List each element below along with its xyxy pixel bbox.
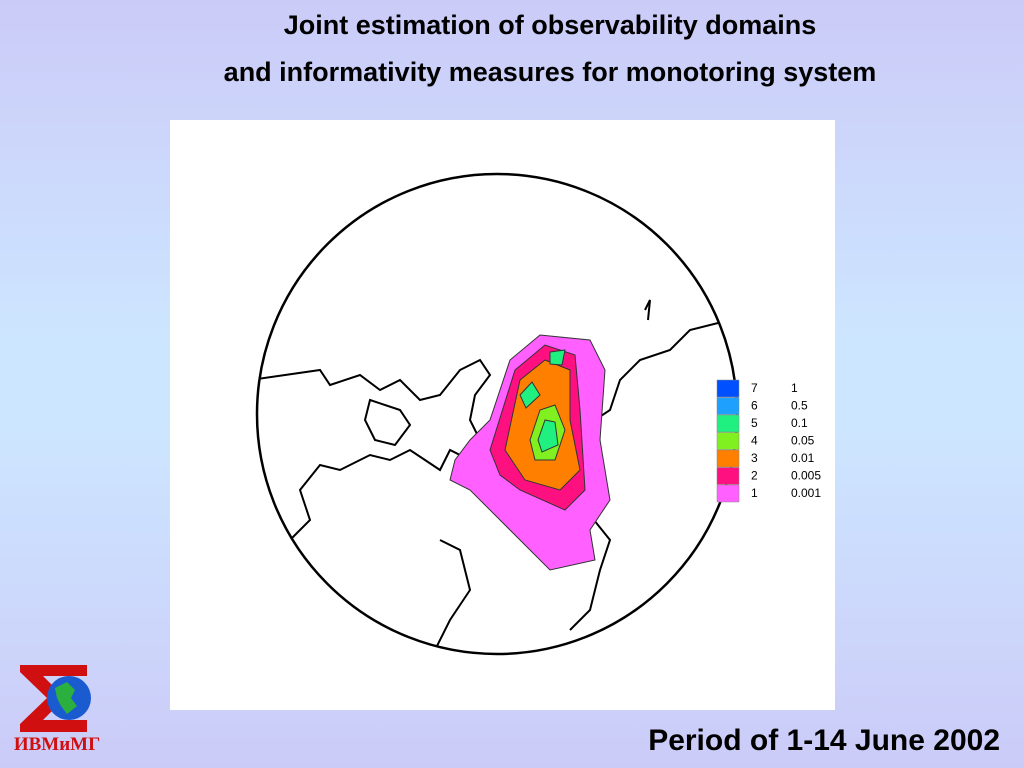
legend-swatch	[716, 432, 740, 450]
legend-value: 0.001	[791, 486, 821, 500]
legend-swatch	[716, 484, 740, 503]
legend-level: 2	[751, 469, 758, 483]
legend-level: 1	[751, 486, 758, 500]
legend-value: 1	[791, 381, 798, 395]
logo-text: ИВМиМГ	[13, 734, 101, 755]
legend-level: 4	[751, 434, 758, 448]
legend-swatch	[716, 467, 740, 485]
legend-swatch	[716, 449, 740, 468]
legend-value: 0.05	[791, 434, 815, 448]
legend-level: 3	[751, 451, 758, 465]
map: 7 1 6 0.5 5 0.1 4 0.05 3 0.01 2 0.005 1 0.001	[255, 172, 821, 656]
map-panel: 7 1 6 0.5 5 0.1 4 0.05 3 0.01 2 0.005 1 0.001	[170, 120, 835, 710]
logo-mark	[20, 665, 91, 732]
legend-value: 0.1	[791, 416, 808, 430]
legend-level: 5	[751, 416, 758, 430]
legend-value: 0.005	[791, 469, 821, 483]
legend-value: 0.5	[791, 399, 808, 413]
legend-swatch	[716, 414, 740, 433]
period: Period of 1-14 June 2002	[648, 724, 1000, 757]
legend-level: 7	[751, 381, 758, 395]
legend-swatch	[716, 397, 740, 415]
legend-level: 6	[751, 399, 758, 413]
legend: 7 1 6 0.5 5 0.1 4 0.05 3 0.01 2 0.005 1 0.001	[716, 379, 821, 503]
legend-value: 0.01	[791, 451, 815, 465]
legend-swatch	[716, 379, 740, 398]
title-line: Joint estimation of observability domain…	[283, 10, 817, 40]
title-line: and informativity measures for monotorin…	[223, 57, 877, 87]
